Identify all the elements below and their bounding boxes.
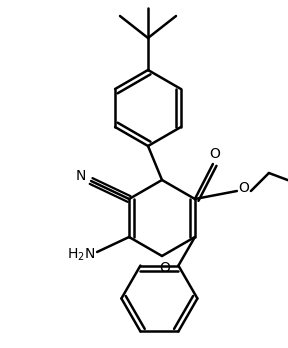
Text: H$_2$N: H$_2$N [67, 247, 95, 263]
Text: O: O [209, 147, 220, 161]
Text: O: O [238, 181, 249, 195]
Text: O: O [160, 261, 170, 275]
Text: N: N [76, 169, 86, 183]
